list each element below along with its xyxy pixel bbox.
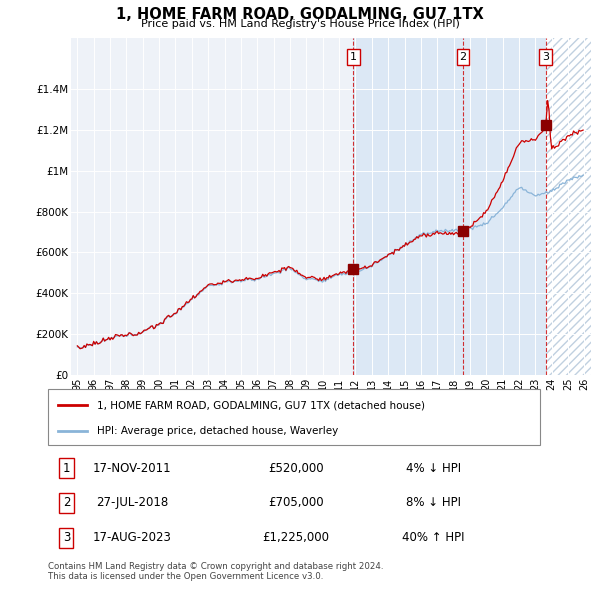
Text: Contains HM Land Registry data © Crown copyright and database right 2024.
This d: Contains HM Land Registry data © Crown c… bbox=[48, 562, 383, 581]
Text: £705,000: £705,000 bbox=[268, 496, 324, 510]
Text: £1,225,000: £1,225,000 bbox=[263, 532, 329, 545]
Text: 1: 1 bbox=[350, 52, 357, 62]
Text: Price paid vs. HM Land Registry's House Price Index (HPI): Price paid vs. HM Land Registry's House … bbox=[140, 19, 460, 29]
Text: 2: 2 bbox=[460, 52, 466, 62]
FancyBboxPatch shape bbox=[48, 389, 540, 445]
Bar bbox=[353, 38, 545, 375]
Text: 2: 2 bbox=[63, 496, 70, 510]
Text: 3: 3 bbox=[63, 532, 70, 545]
Text: 1: 1 bbox=[63, 461, 70, 474]
Text: 17-NOV-2011: 17-NOV-2011 bbox=[93, 461, 172, 474]
Text: 17-AUG-2023: 17-AUG-2023 bbox=[93, 532, 172, 545]
Text: 27-JUL-2018: 27-JUL-2018 bbox=[97, 496, 169, 510]
Text: 1, HOME FARM ROAD, GODALMING, GU7 1TX (detached house): 1, HOME FARM ROAD, GODALMING, GU7 1TX (d… bbox=[97, 400, 425, 410]
Text: 4% ↓ HPI: 4% ↓ HPI bbox=[406, 461, 461, 474]
Text: 8% ↓ HPI: 8% ↓ HPI bbox=[406, 496, 461, 510]
Bar bbox=[545, 38, 591, 375]
Text: 40% ↑ HPI: 40% ↑ HPI bbox=[402, 532, 464, 545]
Text: £520,000: £520,000 bbox=[268, 461, 324, 474]
Text: 1, HOME FARM ROAD, GODALMING, GU7 1TX: 1, HOME FARM ROAD, GODALMING, GU7 1TX bbox=[116, 7, 484, 22]
Text: HPI: Average price, detached house, Waverley: HPI: Average price, detached house, Wave… bbox=[97, 427, 338, 437]
Bar bbox=[545, 38, 591, 375]
Text: 3: 3 bbox=[542, 52, 549, 62]
